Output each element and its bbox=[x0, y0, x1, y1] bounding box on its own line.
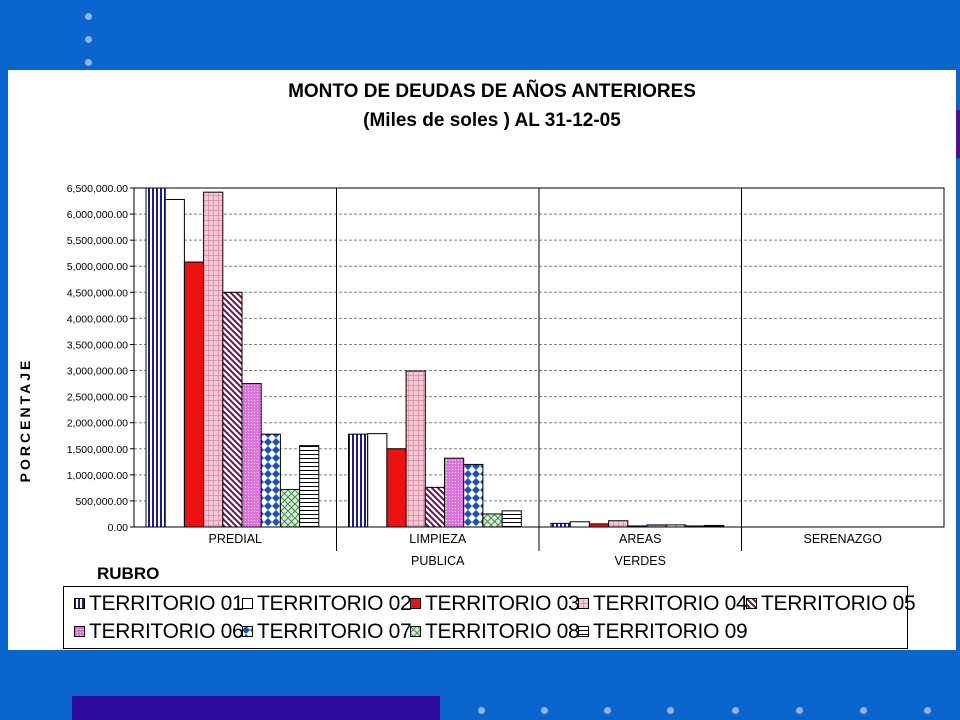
bar bbox=[550, 522, 571, 528]
bar bbox=[463, 463, 484, 528]
y-tick-label: 4,500,000.00 bbox=[67, 287, 128, 299]
decorative-dot bbox=[478, 707, 485, 714]
y-tick-label: 4,000,000.00 bbox=[67, 313, 128, 325]
bar bbox=[424, 486, 445, 528]
bar bbox=[164, 198, 185, 528]
legend-swatch bbox=[746, 598, 757, 609]
bar bbox=[386, 448, 407, 528]
bar bbox=[222, 291, 243, 528]
legend-label: TERRITORIO 07 bbox=[257, 620, 412, 643]
chart-title: MONTO DE DEUDAS DE AÑOS ANTERIORES bbox=[288, 80, 696, 102]
bar bbox=[482, 513, 503, 528]
bar bbox=[241, 383, 262, 528]
legend-label: TERRITORIO 08 bbox=[425, 620, 580, 643]
bar bbox=[203, 191, 224, 528]
chart-legend: TERRITORIO 01 TERRITORIO 02 TERRITORIO 03 T… bbox=[63, 586, 916, 649]
legend-swatch bbox=[74, 626, 85, 637]
legend-swatch bbox=[74, 598, 85, 609]
legend-label: TERRITORIO 05 bbox=[761, 592, 916, 615]
decorative-bottom-bar bbox=[72, 696, 440, 720]
x-tick-label: AREAS bbox=[619, 532, 661, 546]
bar bbox=[501, 510, 522, 528]
legend-swatch bbox=[242, 598, 253, 609]
legend-label: TERRITORIO 09 bbox=[593, 620, 748, 643]
y-tick-label: 2,500,000.00 bbox=[67, 392, 128, 404]
bar bbox=[348, 433, 369, 528]
legend-label: TERRITORIO 03 bbox=[425, 592, 580, 615]
bar bbox=[183, 261, 205, 528]
decorative-dot bbox=[85, 13, 92, 20]
decorative-right-accent bbox=[955, 110, 960, 158]
bar bbox=[145, 187, 166, 528]
y-tick-label: 0.00 bbox=[108, 522, 129, 534]
x-tick-label: PREDIAL bbox=[209, 532, 263, 546]
bar-chart: MONTO DE DEUDAS DE AÑOS ANTERIORES (Mile… bbox=[17, 80, 945, 583]
legend-swatch bbox=[410, 598, 421, 609]
legend-swatch bbox=[410, 626, 421, 637]
legend-swatch bbox=[578, 626, 589, 637]
x-tick-label: SERENAZGO bbox=[804, 532, 883, 546]
bar bbox=[299, 445, 320, 528]
y-tick-label: 6,500,000.00 bbox=[67, 183, 128, 195]
decorative-dot bbox=[667, 707, 674, 714]
x-tick-label: VERDES bbox=[615, 554, 666, 568]
bar bbox=[279, 488, 301, 528]
legend-label: TERRITORIO 02 bbox=[257, 592, 412, 615]
y-tick-label: 2,000,000.00 bbox=[67, 418, 128, 430]
bar bbox=[260, 433, 281, 528]
y-tick-label: 3,000,000.00 bbox=[67, 366, 128, 378]
legend-label: TERRITORIO 06 bbox=[89, 620, 244, 643]
decorative-dot bbox=[85, 59, 92, 66]
y-tick-label: 3,500,000.00 bbox=[67, 339, 128, 351]
x-tick-label: PUBLICA bbox=[411, 554, 465, 568]
chart-area: MONTO DE DEUDAS DE AÑOS ANTERIORES (Mile… bbox=[8, 70, 956, 650]
y-tick-label: 6,000,000.00 bbox=[67, 209, 128, 221]
y-tick-label: 1,000,000.00 bbox=[67, 470, 128, 482]
legend-swatch bbox=[242, 626, 253, 637]
decorative-dot bbox=[85, 36, 92, 43]
x-axis-label: RUBRO bbox=[97, 564, 159, 583]
x-tick-label: LIMPIEZA bbox=[409, 532, 467, 546]
y-tick-label: 5,500,000.00 bbox=[67, 235, 128, 247]
y-tick-label: 1,500,000.00 bbox=[67, 444, 128, 456]
decorative-dot bbox=[732, 707, 739, 714]
bar bbox=[444, 457, 465, 528]
bar bbox=[405, 370, 426, 528]
decorative-dot bbox=[796, 707, 803, 714]
decorative-dot bbox=[924, 707, 931, 714]
y-tick-label: 500,000.00 bbox=[75, 496, 128, 508]
y-axis-label: PORCENTAJE bbox=[17, 358, 33, 483]
bar bbox=[569, 521, 590, 528]
decorative-dot bbox=[860, 707, 867, 714]
legend-label: TERRITORIO 04 bbox=[593, 592, 748, 615]
chart-subtitle: (Miles de soles ) AL 31-12-05 bbox=[363, 110, 621, 131]
legend-swatch bbox=[578, 598, 589, 609]
bar bbox=[367, 433, 388, 528]
bar bbox=[608, 520, 629, 528]
legend-label: TERRITORIO 01 bbox=[89, 592, 244, 615]
decorative-dot bbox=[541, 707, 548, 714]
y-tick-label: 5,000,000.00 bbox=[67, 261, 128, 273]
decorative-dot bbox=[604, 707, 611, 714]
